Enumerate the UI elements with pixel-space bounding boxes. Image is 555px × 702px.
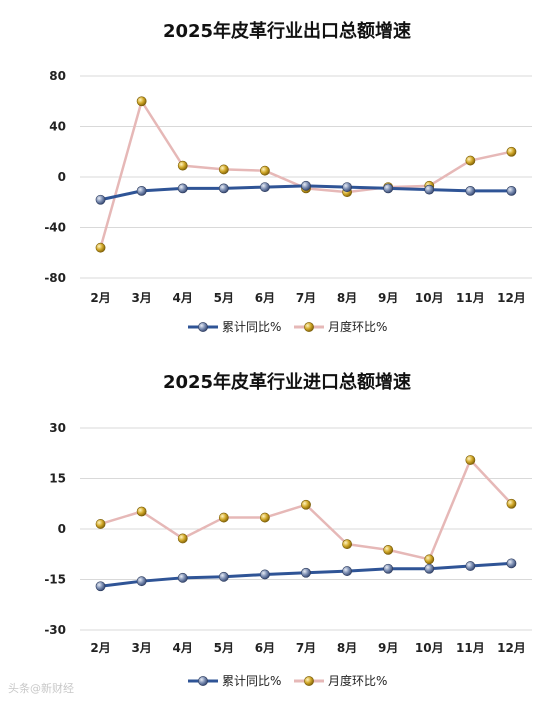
data-point bbox=[177, 160, 188, 171]
data-point bbox=[136, 576, 147, 587]
data-point bbox=[424, 563, 435, 574]
x-axis-ticks: 2月 3月 4月 5月 6月 7月 8月 9月 10月 11月 12月 bbox=[90, 291, 525, 305]
x-tick-label: 3月 bbox=[131, 291, 151, 305]
data-point bbox=[465, 455, 476, 465]
y-tick-label: -40 bbox=[44, 221, 66, 235]
y-tick-label: -15 bbox=[44, 573, 66, 587]
data-point bbox=[506, 558, 517, 569]
legend-label: 月度环比% bbox=[328, 319, 387, 334]
y-tick-label: 30 bbox=[49, 421, 66, 435]
data-point bbox=[506, 185, 517, 196]
data-point bbox=[342, 539, 352, 550]
y-tick-label: -30 bbox=[44, 623, 66, 637]
data-point bbox=[95, 242, 106, 253]
y-tick-label: 0 bbox=[58, 522, 66, 536]
legend-swatch-marker bbox=[198, 676, 208, 686]
x-tick-label: 5月 bbox=[214, 641, 234, 655]
series-line bbox=[99, 100, 512, 249]
data-point bbox=[177, 572, 188, 583]
data-point bbox=[301, 499, 311, 510]
x-tick-label: 8月 bbox=[337, 641, 357, 655]
x-tick-label: 10月 bbox=[415, 291, 444, 305]
series-group bbox=[95, 96, 517, 253]
x-tick-label: 12月 bbox=[497, 641, 526, 655]
data-point bbox=[218, 164, 229, 175]
gridlines bbox=[80, 427, 532, 631]
x-tick-label: 7月 bbox=[296, 641, 316, 655]
watermark: 头条@新财经 bbox=[8, 682, 74, 695]
y-tick-label: -80 bbox=[44, 271, 66, 285]
x-tick-label: 9月 bbox=[378, 291, 398, 305]
data-point bbox=[383, 183, 394, 194]
legend-label: 累计同比% bbox=[222, 674, 281, 688]
data-point bbox=[260, 512, 270, 523]
legend-label: 月度环比% bbox=[328, 673, 387, 688]
x-tick-label: 6月 bbox=[255, 291, 275, 305]
import-growth-chart: 2025年皮革行业进口总额增速 30 15 0 -15 -30 2月 3月 4月 5月 6月 7月… bbox=[44, 371, 532, 688]
y-tick-label: 0 bbox=[58, 170, 66, 184]
legend-swatch-marker bbox=[304, 322, 314, 332]
data-point bbox=[301, 567, 311, 578]
export-growth-chart: 2025年皮革行业出口总额增速 80 40 0 -40 -80 2月 3月 4月 5月 6月 7月… bbox=[44, 20, 532, 334]
legend-label: 累计同比% bbox=[222, 320, 281, 334]
data-point bbox=[424, 184, 435, 195]
data-point bbox=[136, 185, 147, 196]
x-tick-label: 3月 bbox=[131, 641, 151, 655]
y-axis-ticks: 80 40 0 -40 -80 bbox=[44, 69, 66, 285]
legend-swatch-marker bbox=[198, 322, 208, 332]
data-point bbox=[260, 569, 270, 580]
gridlines bbox=[80, 75, 532, 279]
data-point bbox=[218, 183, 229, 194]
data-point bbox=[424, 554, 435, 565]
data-point bbox=[177, 183, 188, 194]
data-point bbox=[177, 533, 188, 544]
data-point bbox=[342, 182, 352, 192]
x-tick-label: 8月 bbox=[337, 291, 357, 305]
x-tick-label: 4月 bbox=[173, 291, 193, 305]
y-tick-label: 15 bbox=[49, 472, 66, 486]
x-tick-label: 10月 bbox=[415, 641, 444, 655]
data-point bbox=[95, 194, 106, 205]
x-tick-label: 2月 bbox=[90, 641, 110, 655]
legend: 累计同比% 月度环比% bbox=[188, 319, 387, 334]
data-point bbox=[136, 96, 147, 107]
x-tick-label: 12月 bbox=[497, 291, 526, 305]
data-point bbox=[301, 180, 311, 191]
data-point bbox=[95, 581, 106, 592]
y-tick-label: 40 bbox=[49, 120, 66, 134]
series-group bbox=[95, 455, 517, 592]
y-axis-ticks: 30 15 0 -15 -30 bbox=[44, 421, 66, 637]
data-point bbox=[465, 561, 476, 571]
data-point bbox=[506, 146, 517, 157]
data-point bbox=[218, 571, 229, 582]
x-tick-label: 4月 bbox=[173, 641, 193, 655]
data-point bbox=[136, 506, 147, 517]
x-axis-ticks: 2月 3月 4月 5月 6月 7月 8月 9月 10月 11月 12月 bbox=[90, 641, 525, 655]
data-point bbox=[383, 563, 394, 574]
data-point bbox=[95, 519, 106, 529]
data-point bbox=[465, 185, 476, 196]
chart-title: 2025年皮革行业进口总额增速 bbox=[163, 371, 411, 393]
x-tick-label: 11月 bbox=[456, 291, 485, 305]
x-tick-label: 7月 bbox=[296, 291, 316, 305]
data-point bbox=[506, 498, 517, 509]
x-tick-label: 2月 bbox=[90, 291, 110, 305]
data-point bbox=[342, 566, 352, 576]
legend: 累计同比% 月度环比% bbox=[188, 673, 387, 688]
y-tick-label: 80 bbox=[49, 69, 66, 83]
data-point bbox=[218, 512, 229, 523]
chart-title: 2025年皮革行业出口总额增速 bbox=[163, 20, 411, 42]
data-point bbox=[260, 165, 270, 176]
x-tick-label: 9月 bbox=[378, 641, 398, 655]
data-point bbox=[260, 182, 270, 192]
x-tick-label: 5月 bbox=[214, 291, 234, 305]
x-tick-label: 6月 bbox=[255, 641, 275, 655]
x-tick-label: 11月 bbox=[456, 641, 485, 655]
legend-swatch-marker bbox=[304, 676, 314, 686]
data-point bbox=[383, 544, 394, 555]
data-point bbox=[465, 155, 476, 166]
